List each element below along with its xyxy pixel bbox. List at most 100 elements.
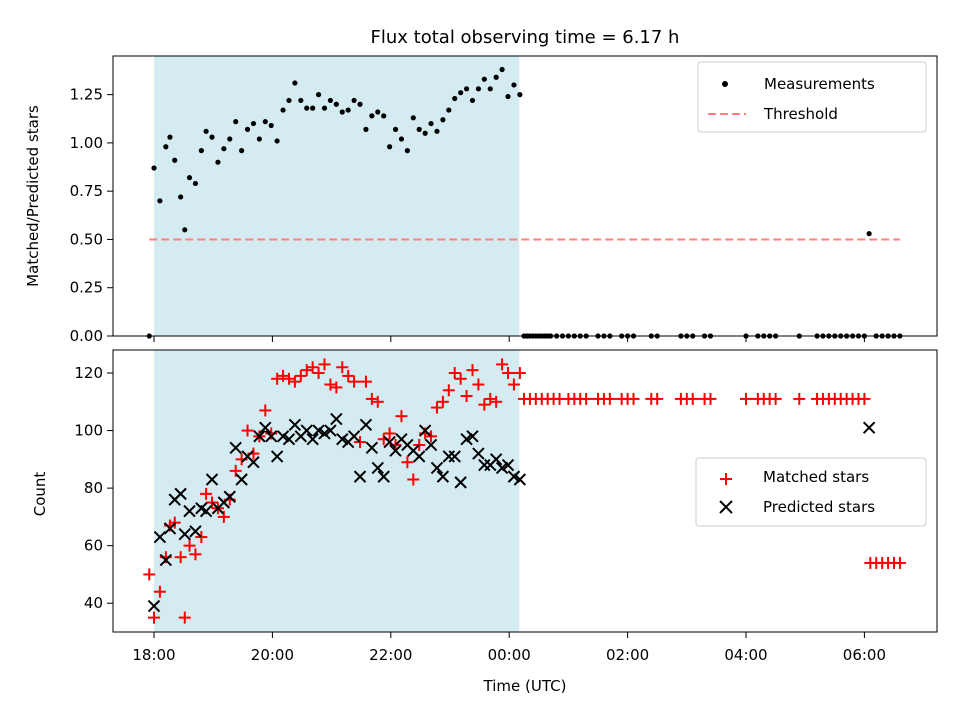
predicted-star-point — [460, 432, 473, 446]
measurement-point — [304, 105, 310, 111]
measurement-point — [310, 105, 316, 111]
matched-star-point — [401, 456, 414, 469]
measurement-point — [434, 128, 440, 134]
matched-star-point — [318, 358, 331, 371]
matched-star-point — [288, 375, 301, 388]
measurement-point — [286, 97, 292, 104]
predicted-star-point — [371, 461, 384, 475]
y-tick-label: 100 — [74, 422, 103, 440]
matched-star-point — [627, 392, 640, 405]
measurement-point — [167, 134, 173, 140]
measurement-point — [499, 66, 505, 73]
x-axis-label: Time (UTC) — [483, 677, 567, 695]
measurement-point — [186, 175, 193, 181]
matched-star-point — [513, 367, 526, 380]
matched-star-point — [407, 473, 420, 486]
predicted-star-point — [270, 450, 284, 463]
predicted-star-point — [495, 461, 509, 475]
predicted-star-point — [472, 447, 485, 460]
measurement-point — [463, 86, 470, 92]
predicted-star-point — [183, 504, 196, 518]
legend-matched-marker — [720, 473, 732, 485]
matched-star-point — [371, 395, 384, 408]
matched-star-point — [858, 392, 871, 405]
measurement-point — [315, 92, 322, 98]
top-legend: Measurements Threshold — [697, 61, 927, 133]
measurement-point — [458, 90, 464, 96]
matched-star-point — [466, 364, 479, 377]
predicted-star-point — [359, 418, 373, 432]
matched-star-point — [336, 361, 349, 374]
predicted-star-point — [300, 424, 313, 437]
legend-measurements-label: Measurements — [764, 75, 875, 93]
measurement-point — [239, 148, 245, 154]
y-tick-label: 0.75 — [70, 182, 103, 200]
predicted-star-point — [507, 470, 521, 483]
predicted-star-point — [147, 599, 161, 613]
y-tick-label: 1.25 — [70, 86, 103, 104]
measurement-point — [280, 107, 286, 113]
measurement-point — [422, 130, 428, 136]
matched-star-point — [442, 384, 455, 397]
matched-star-point — [294, 369, 307, 382]
matched-star-point — [241, 424, 254, 437]
predicted-star-point — [330, 412, 343, 426]
measurement-point — [345, 107, 351, 113]
x-tick-label: 04:00 — [724, 646, 767, 664]
matched-star-point — [143, 568, 156, 581]
measurement-point — [866, 231, 872, 237]
bottom-y-ticks: 40 60 80 100 120 — [74, 364, 113, 612]
predicted-star-point — [347, 430, 361, 443]
matched-star-point — [472, 378, 485, 391]
top-legend-box — [697, 61, 927, 133]
matched-star-point — [454, 372, 467, 385]
predicted-star-point — [223, 490, 236, 503]
matched-star-point — [153, 585, 166, 598]
predicted-star-point — [862, 421, 876, 434]
predicted-star-point — [424, 438, 438, 452]
measurement-point — [182, 227, 188, 233]
measurement-point — [339, 109, 345, 115]
matched-star-point — [178, 611, 191, 624]
predicted-star-point — [365, 441, 379, 455]
measurement-point — [481, 76, 487, 82]
matched-star-point — [580, 392, 593, 405]
y-tick-label: 0.50 — [70, 230, 103, 248]
measurement-point — [404, 148, 410, 154]
top-y-ticks: 0.00 0.25 0.50 0.75 1.00 1.25 — [70, 86, 113, 345]
matched-star-point — [348, 375, 361, 388]
predicted-star-point — [489, 453, 503, 466]
measurement-point — [198, 148, 204, 154]
top-panel: 0.00 0.25 0.50 0.75 1.00 1.25 Matched/Predict… — [24, 55, 938, 345]
predicted-star-point — [159, 553, 173, 567]
predicted-star-point — [153, 530, 167, 544]
matched-star-point — [686, 392, 699, 405]
matched-star-point — [195, 531, 208, 544]
measurement-point — [357, 101, 363, 107]
bottom-y-axis-label: Count — [31, 472, 49, 517]
matched-star-point — [496, 358, 509, 371]
y-tick-label: 60 — [84, 537, 103, 555]
predicted-star-point — [306, 432, 319, 446]
predicted-star-point — [418, 424, 432, 437]
predicted-star-point — [413, 450, 426, 463]
matched-star-point — [769, 392, 782, 405]
predicted-star-point — [178, 527, 191, 541]
matched-star-point — [507, 378, 520, 391]
matched-star-point — [413, 438, 426, 451]
matched-star-point — [183, 539, 196, 552]
measurement-point — [398, 136, 405, 142]
matched-star-point — [282, 372, 295, 385]
matched-star-point — [740, 392, 752, 405]
matched-star-point — [502, 367, 515, 380]
measurement-point — [163, 144, 169, 150]
bottom-axes-frame — [112, 349, 938, 633]
matched-star-point — [174, 551, 187, 564]
predicted-star-point — [174, 487, 187, 501]
measurement-point — [157, 198, 163, 204]
measurement-point — [475, 86, 482, 92]
measurement-point — [392, 126, 399, 132]
measurement-point — [381, 113, 387, 119]
bottom-legend: Matched stars Predicted stars — [695, 457, 927, 527]
predicted-star-point — [353, 470, 367, 483]
